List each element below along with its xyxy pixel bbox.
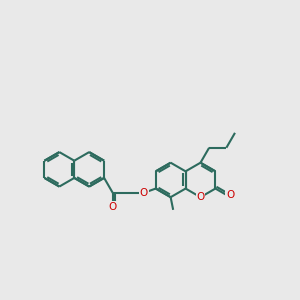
Text: O: O bbox=[140, 188, 148, 198]
Text: O: O bbox=[226, 190, 234, 200]
Text: O: O bbox=[109, 202, 117, 212]
Text: O: O bbox=[196, 192, 205, 202]
